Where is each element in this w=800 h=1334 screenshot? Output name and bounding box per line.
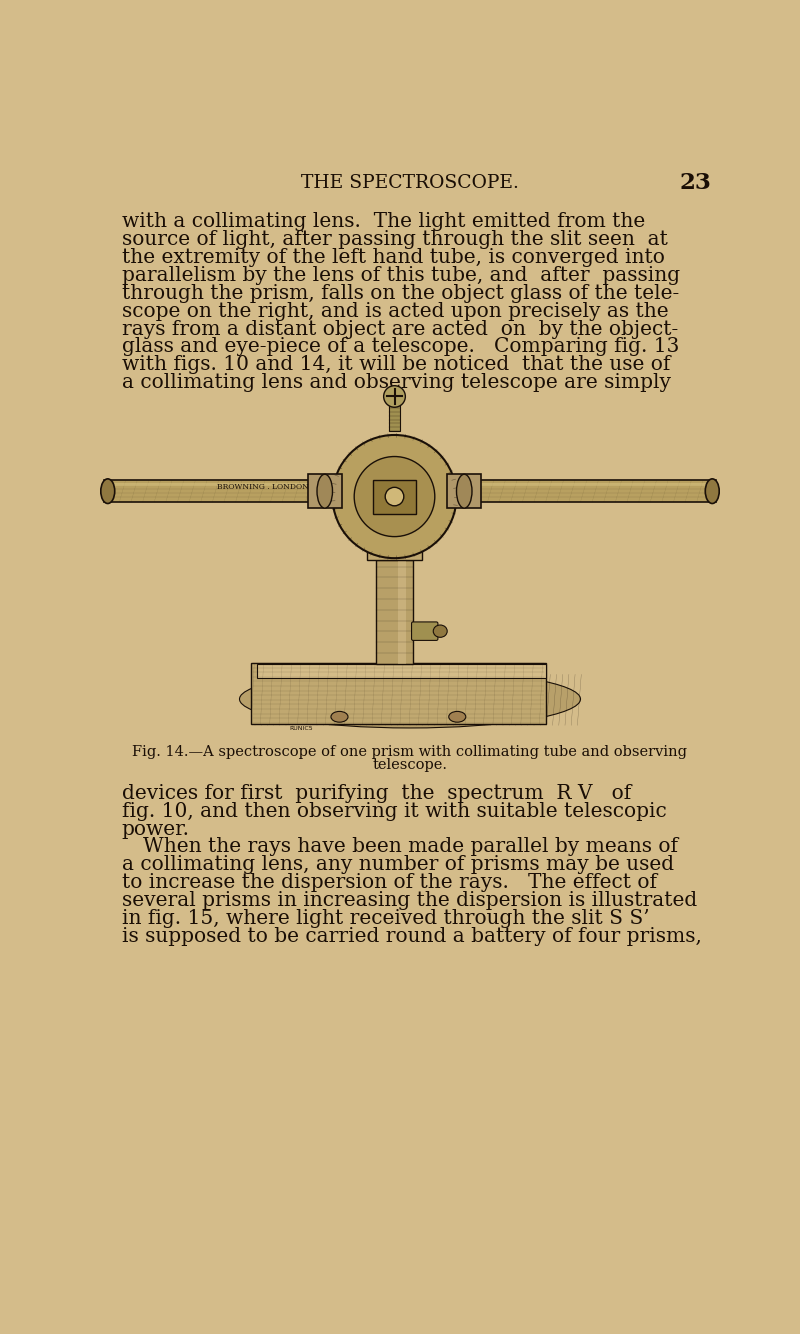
Ellipse shape xyxy=(434,626,447,638)
Circle shape xyxy=(354,456,435,536)
Text: parallelism by the lens of this tube, and  after  passing: parallelism by the lens of this tube, an… xyxy=(122,265,680,285)
Ellipse shape xyxy=(706,479,719,503)
Text: When the rays have been made parallel by means of: When the rays have been made parallel by… xyxy=(143,838,678,856)
Text: rays from a distant object are acted  on  by the object-: rays from a distant object are acted on … xyxy=(122,320,678,339)
Text: glass and eye-piece of a telescope.   Comparing fig. 13: glass and eye-piece of a telescope. Comp… xyxy=(122,338,679,356)
Bar xyxy=(367,547,422,560)
Text: in fig. 15, where light received through the slit S S’: in fig. 15, where light received through… xyxy=(122,908,650,928)
Text: several prisms in increasing the dispersion is illustrated: several prisms in increasing the dispers… xyxy=(122,891,697,910)
Text: THE SPECTROSCOPE.: THE SPECTROSCOPE. xyxy=(301,175,519,192)
Text: BROWNING . LONDON: BROWNING . LONDON xyxy=(217,483,309,491)
FancyBboxPatch shape xyxy=(411,622,438,640)
Bar xyxy=(376,560,413,663)
Text: power.: power. xyxy=(122,819,190,839)
Bar xyxy=(360,527,430,547)
Text: is supposed to be carried round a battery of four prisms,: is supposed to be carried round a batter… xyxy=(122,927,702,946)
Text: telescope.: telescope. xyxy=(373,758,447,771)
Text: 23: 23 xyxy=(679,172,711,195)
Ellipse shape xyxy=(317,475,333,508)
Bar xyxy=(389,404,400,431)
Text: Fig. 14.—A spectroscope of one prism with collimating tube and observing: Fig. 14.—A spectroscope of one prism wit… xyxy=(133,746,687,759)
Text: with a collimating lens.  The light emitted from the: with a collimating lens. The light emitt… xyxy=(122,212,645,231)
Ellipse shape xyxy=(449,711,466,722)
Ellipse shape xyxy=(239,670,581,728)
Text: scope on the right, and is acted upon precisely as the: scope on the right, and is acted upon pr… xyxy=(122,301,668,320)
Bar xyxy=(398,560,406,663)
Ellipse shape xyxy=(457,475,472,508)
Bar xyxy=(258,664,546,678)
Ellipse shape xyxy=(101,479,114,503)
Text: source of light, after passing through the slit seen  at: source of light, after passing through t… xyxy=(122,231,667,249)
Text: devices for first  purifying  the  spectrum  R V   of: devices for first purifying the spectrum… xyxy=(122,784,631,803)
Bar xyxy=(308,475,342,508)
Text: RUNIC5: RUNIC5 xyxy=(290,726,314,731)
Polygon shape xyxy=(373,480,416,514)
Ellipse shape xyxy=(331,711,348,722)
Text: a collimating lens, any number of prisms may be used: a collimating lens, any number of prisms… xyxy=(122,855,674,874)
Bar xyxy=(251,663,546,724)
Text: a collimating lens and observing telescope are simply: a collimating lens and observing telesco… xyxy=(122,374,670,392)
Text: through the prism, falls on the object glass of the tele-: through the prism, falls on the object g… xyxy=(122,284,679,303)
Circle shape xyxy=(386,487,404,506)
Text: fig. 10, and then observing it with suitable telescopic: fig. 10, and then observing it with suit… xyxy=(122,802,666,820)
Bar xyxy=(447,475,482,508)
Text: to increase the dispersion of the rays.   The effect of: to increase the dispersion of the rays. … xyxy=(122,872,657,892)
Text: with figs. 10 and 14, it will be noticed  that the use of: with figs. 10 and 14, it will be noticed… xyxy=(122,355,670,375)
Circle shape xyxy=(384,386,406,407)
Circle shape xyxy=(333,435,457,558)
Text: the extremity of the left hand tube, is converged into: the extremity of the left hand tube, is … xyxy=(122,248,665,267)
